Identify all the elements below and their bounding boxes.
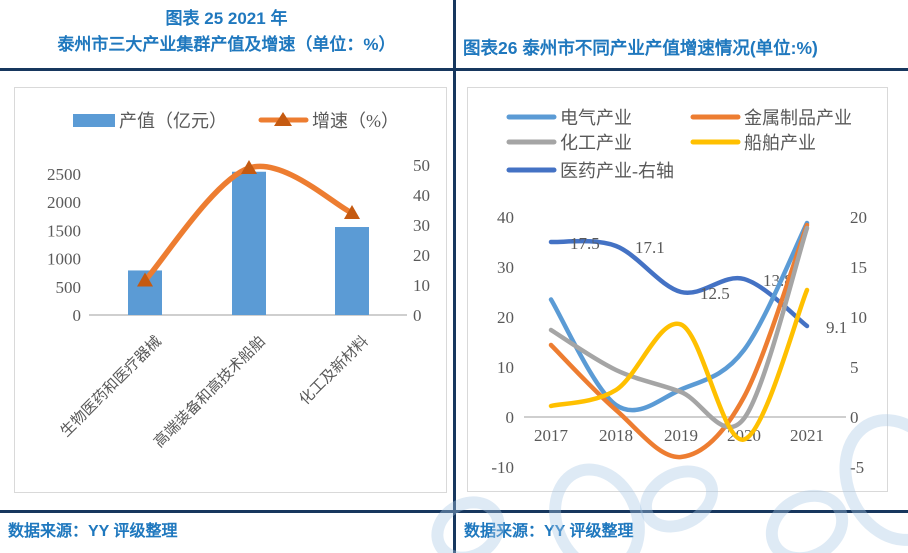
legend: 产值（亿元） 增速（%）	[73, 111, 399, 131]
legend-label: 电气产业	[560, 108, 632, 128]
x-axis-tick: 2019	[664, 426, 698, 445]
category-label: 生物医药和医疗器械	[57, 333, 164, 440]
right-axis-tick: 10	[850, 308, 867, 327]
legend-label: 医药产业-右轴	[560, 161, 674, 181]
figure25-title-line2: 泰州市三大产业集群产值及增速（单位：%）	[57, 35, 396, 54]
left-axis-tick: 2500	[47, 165, 81, 184]
legend-label: 产值（亿元）	[119, 111, 227, 131]
figure26-title: 图表26 泰州市不同产业产值增速情况(单位:%)	[463, 38, 818, 58]
left-axis-tick: 1500	[47, 221, 81, 240]
growth-marker	[344, 205, 360, 219]
line-series-电气产业	[548, 220, 810, 413]
column-divider	[453, 0, 456, 553]
data-label: 9.1	[826, 318, 847, 337]
x-axis-tick: 2017	[534, 426, 569, 445]
legend-label: 金属制品产业	[744, 108, 852, 128]
header-rule-right	[456, 68, 908, 71]
left-axis-tick: 10	[497, 358, 514, 377]
source-note-right: 数据来源：YY 评级整理	[464, 523, 634, 540]
line-series-医药产业-右轴	[548, 238, 810, 329]
left-axis-tick: 20	[497, 308, 514, 327]
figure26-chart: 电气产业 金属制品产业化工产业 船舶产业医药产业-右轴 -10 0 10 20 30 40 -5 0…	[467, 87, 888, 492]
line-series-金属制品产业	[548, 222, 810, 460]
right-axis-tick: 40	[413, 186, 430, 205]
x-axis-tick: 2021	[790, 426, 824, 445]
right-axis-tick: 5	[850, 358, 859, 377]
right-axis-tick: 10	[413, 276, 430, 295]
x-axis-tick: 2018	[599, 426, 633, 445]
left-axis-tick: 0	[73, 306, 82, 325]
left-axis-tick: 2000	[47, 193, 81, 212]
bar-高端装备和高技术船舶	[232, 171, 266, 315]
legend-label: 船舶产业	[744, 133, 816, 153]
left-axis-tick: 1000	[47, 250, 81, 269]
line-series-化工产业	[548, 225, 810, 430]
figure25-title-line1: 图表 25 2021 年	[165, 9, 288, 28]
left-axis-tick: 30	[497, 258, 514, 277]
bar-化工及新材料	[335, 227, 369, 315]
figure26-header: 图表26 泰州市不同产业产值增速情况(单位:%)	[456, 0, 908, 66]
figure25-header: 图表 25 2021 年 泰州市三大产业集群产值及增速（单位：%）	[0, 0, 453, 66]
right-axis-tick: 50	[413, 156, 430, 175]
source-note-left: 数据来源：YY 评级整理	[8, 523, 178, 540]
right-axis-tick: 15	[850, 258, 867, 277]
growth-marker	[241, 160, 257, 174]
category-label: 高端装备和高技术船舶	[151, 333, 269, 451]
legend-label: 增速（%）	[312, 111, 399, 131]
svg-text:生物医药和医疗器械: 生物医药和医疗器械	[57, 333, 164, 440]
left-axis-tick: 500	[56, 278, 82, 297]
legend-bar-swatch	[73, 114, 115, 127]
line-series-船舶产业	[548, 287, 810, 442]
data-label: 17.1	[635, 238, 665, 257]
right-axis-tick: 20	[850, 208, 867, 227]
category-label: 化工及新材料	[296, 333, 372, 409]
right-axis-tick: 20	[413, 246, 430, 265]
svg-text:高端装备和高技术船舶: 高端装备和高技术船舶	[151, 333, 269, 451]
header-rule-left	[0, 68, 453, 71]
legend-label: 化工产业	[560, 133, 632, 153]
svg-text:化工及新材料: 化工及新材料	[296, 333, 372, 409]
right-axis-tick: 30	[413, 216, 430, 235]
data-label: 12.5	[700, 284, 730, 303]
figure25-svg: 产值（亿元） 增速（%） 0 500 1000 1500 2000 2500 0 10 20 30 40…	[47, 111, 430, 451]
left-axis-tick: 40	[497, 208, 514, 227]
right-axis-tick: 0	[413, 306, 422, 325]
growth-marker	[137, 272, 153, 287]
right-axis-tick: -5	[850, 458, 864, 477]
right-axis-tick: 0	[850, 408, 859, 427]
legend-triangle-marker	[274, 112, 292, 126]
data-label: 17.5	[570, 234, 600, 253]
left-axis-tick: 0	[506, 408, 515, 427]
left-axis-tick: -10	[491, 458, 514, 477]
figure25-chart: 产值（亿元） 增速（%） 0 500 1000 1500 2000 2500 0 10 20 30 40…	[14, 87, 447, 493]
